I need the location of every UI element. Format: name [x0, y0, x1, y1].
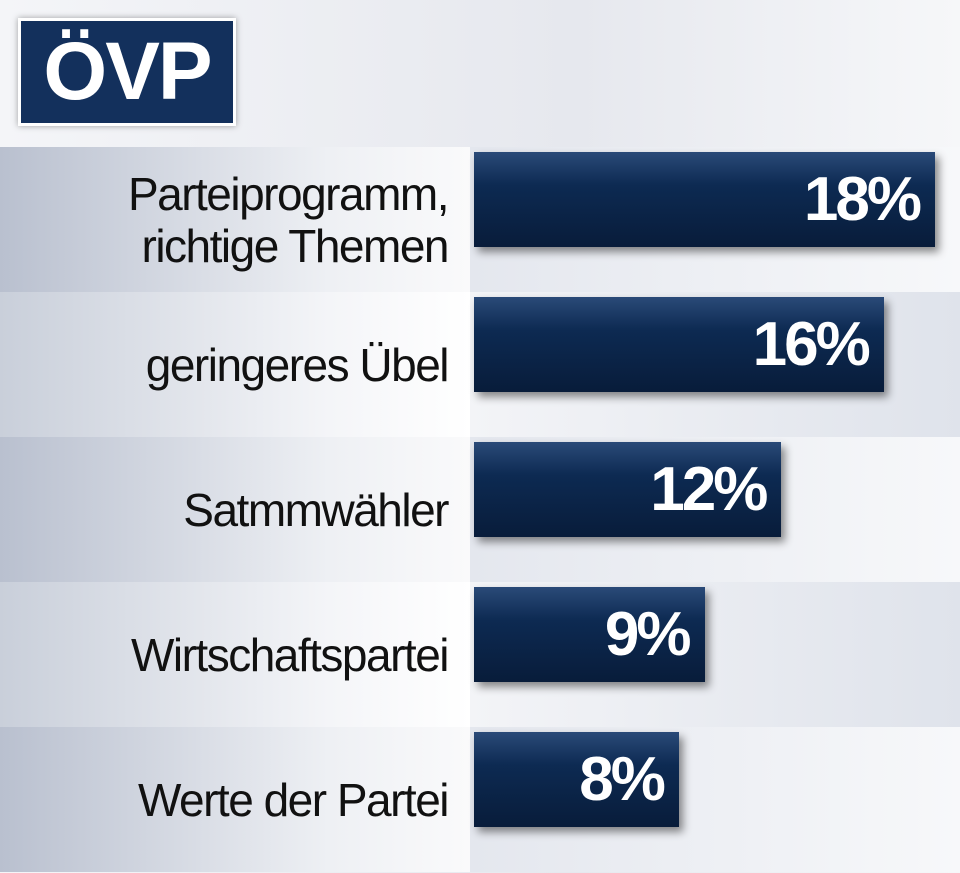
value-label: 9% — [604, 600, 692, 669]
category-label: Satmmwähler — [0, 437, 470, 582]
category-label: Wirtschaftspartei — [0, 582, 470, 727]
bar: 12% — [474, 442, 782, 537]
bar: 8% — [474, 732, 679, 827]
chart-title: ÖVP — [18, 18, 236, 126]
bar: 9% — [474, 587, 705, 682]
category-label: Werte der Partei — [0, 727, 470, 872]
value-label: 16% — [752, 310, 871, 379]
category-label: geringeres Übel — [0, 292, 470, 437]
bar: 16% — [474, 297, 884, 392]
value-label: 8% — [579, 745, 666, 814]
value-label: 18% — [803, 165, 922, 234]
bar: 18% — [474, 152, 935, 247]
value-label: 12% — [650, 455, 768, 524]
category-label: Parteiprogramm, richtige Themen — [0, 147, 470, 292]
